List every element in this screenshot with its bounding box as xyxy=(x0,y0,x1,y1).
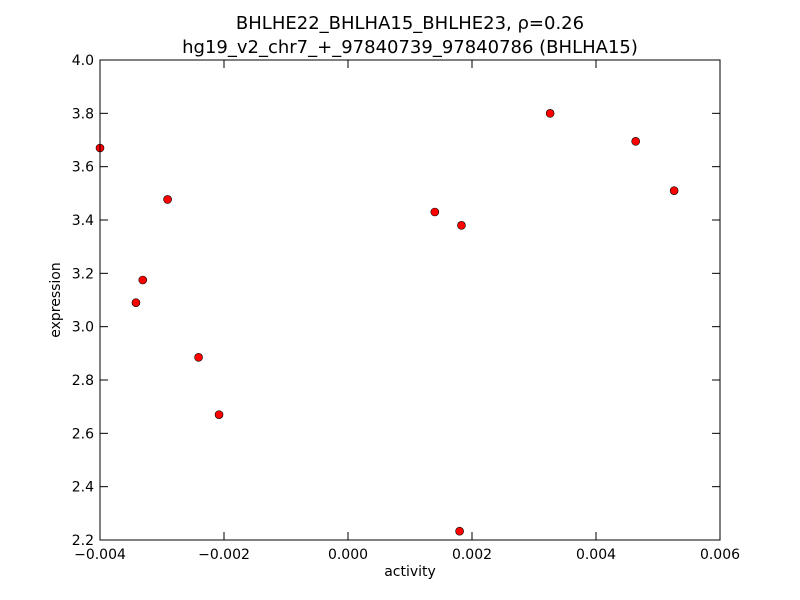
y-tick-label: 3.8 xyxy=(72,106,94,122)
x-tick-label: 0.000 xyxy=(328,547,368,563)
data-point xyxy=(455,526,464,536)
data-point xyxy=(131,298,141,307)
data-point xyxy=(457,221,466,230)
y-tick-label: 2.6 xyxy=(72,426,94,442)
data-point xyxy=(669,186,679,195)
data-point xyxy=(430,207,440,217)
data-point xyxy=(214,410,224,419)
data-point xyxy=(545,109,555,118)
axis-ticks: −0.004 −0.002 0.000 0.002 0.004 0.006 2.2 2.4 2.… xyxy=(72,53,740,563)
y-tick-label: 3.2 xyxy=(72,266,94,282)
y-tick-label: 3.4 xyxy=(72,213,94,229)
chart-title: BHLHE22_BHLHA15_BHLHE23, ρ=0.26 xyxy=(236,13,584,34)
y-axis-label: expression xyxy=(48,262,64,338)
x-tick-label: 0.004 xyxy=(576,547,616,563)
plot-frame xyxy=(99,59,721,541)
x-tick-label: 0.002 xyxy=(452,547,492,563)
y-tick-label: 2.8 xyxy=(72,373,94,389)
y-tick-label: 2.2 xyxy=(72,533,94,549)
x-tick-label: −0.004 xyxy=(74,547,126,563)
y-tick-label: 2.4 xyxy=(72,480,94,496)
y-tick-label: 3.6 xyxy=(72,160,94,176)
chart-subtitle: hg19_v2_chr7_+_97840739_97840786 (BHLHA1… xyxy=(182,37,638,58)
x-tick-label: 0.006 xyxy=(700,547,740,563)
data-point xyxy=(631,137,640,146)
data-point xyxy=(138,275,148,285)
data-points xyxy=(95,109,679,536)
y-tick-label: 3.0 xyxy=(72,320,94,336)
x-axis-label: activity xyxy=(384,564,436,580)
x-tick-label: −0.002 xyxy=(198,547,250,563)
data-point xyxy=(163,195,172,204)
data-point xyxy=(194,353,203,362)
y-tick-label: 4.0 xyxy=(72,53,94,69)
